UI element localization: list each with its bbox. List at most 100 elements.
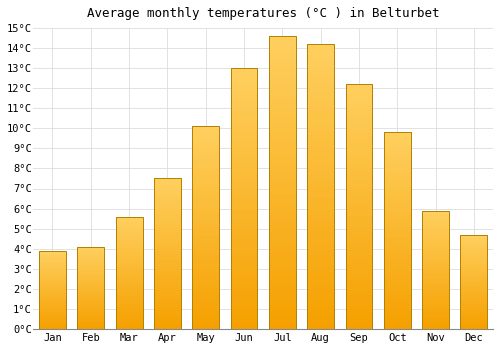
- Bar: [78, 319, 104, 321]
- Bar: [78, 294, 104, 296]
- Bar: [422, 289, 449, 291]
- Bar: [154, 269, 181, 272]
- Bar: [192, 131, 219, 134]
- Bar: [384, 243, 410, 246]
- Bar: [308, 260, 334, 266]
- Bar: [78, 248, 104, 250]
- Bar: [384, 262, 410, 266]
- Bar: [78, 321, 104, 322]
- Bar: [154, 257, 181, 260]
- Bar: [308, 306, 334, 312]
- Bar: [230, 292, 258, 298]
- Bar: [78, 247, 104, 248]
- Bar: [308, 95, 334, 101]
- Bar: [230, 230, 258, 235]
- Bar: [116, 257, 142, 259]
- Bar: [308, 147, 334, 152]
- Bar: [269, 323, 296, 329]
- Bar: [154, 320, 181, 323]
- Bar: [346, 153, 372, 158]
- Bar: [422, 310, 449, 312]
- Bar: [192, 134, 219, 139]
- Bar: [384, 278, 410, 282]
- Bar: [116, 311, 142, 313]
- Bar: [116, 318, 142, 320]
- Bar: [39, 315, 66, 316]
- Bar: [78, 281, 104, 283]
- Bar: [346, 202, 372, 206]
- Bar: [346, 241, 372, 246]
- Bar: [230, 225, 258, 230]
- Bar: [460, 320, 487, 321]
- Bar: [460, 280, 487, 282]
- Bar: [346, 290, 372, 295]
- Bar: [269, 89, 296, 95]
- Bar: [116, 223, 142, 225]
- Bar: [192, 150, 219, 155]
- Bar: [460, 299, 487, 301]
- Bar: [39, 327, 66, 329]
- Bar: [308, 61, 334, 67]
- Bar: [192, 301, 219, 304]
- Bar: [308, 255, 334, 260]
- Bar: [460, 278, 487, 280]
- Bar: [346, 309, 372, 314]
- Bar: [230, 251, 258, 256]
- Bar: [230, 298, 258, 303]
- Bar: [154, 224, 181, 226]
- Bar: [154, 314, 181, 317]
- Bar: [269, 206, 296, 212]
- Bar: [422, 211, 449, 213]
- Bar: [39, 287, 66, 288]
- Bar: [384, 144, 410, 148]
- Bar: [269, 159, 296, 165]
- Bar: [154, 278, 181, 281]
- Bar: [269, 106, 296, 112]
- Bar: [269, 130, 296, 136]
- Bar: [269, 77, 296, 83]
- Bar: [192, 325, 219, 329]
- Bar: [192, 207, 219, 211]
- Bar: [460, 253, 487, 256]
- Bar: [384, 317, 410, 321]
- Bar: [192, 147, 219, 150]
- Bar: [346, 256, 372, 260]
- Bar: [422, 317, 449, 320]
- Bar: [39, 263, 66, 265]
- Bar: [308, 266, 334, 272]
- Bar: [230, 214, 258, 219]
- Bar: [230, 287, 258, 292]
- Bar: [422, 286, 449, 289]
- Bar: [192, 321, 219, 325]
- Bar: [192, 126, 219, 131]
- Bar: [460, 306, 487, 308]
- Bar: [422, 301, 449, 303]
- Bar: [346, 197, 372, 202]
- Bar: [78, 314, 104, 316]
- Bar: [116, 277, 142, 279]
- Bar: [460, 297, 487, 299]
- Bar: [78, 273, 104, 275]
- Bar: [460, 289, 487, 291]
- Bar: [78, 271, 104, 273]
- Bar: [39, 298, 66, 299]
- Bar: [116, 286, 142, 288]
- Bar: [78, 263, 104, 265]
- Bar: [116, 298, 142, 300]
- Bar: [422, 293, 449, 296]
- Bar: [154, 199, 181, 203]
- Bar: [308, 152, 334, 158]
- Bar: [192, 139, 219, 142]
- Bar: [116, 271, 142, 273]
- Bar: [384, 286, 410, 289]
- Bar: [230, 115, 258, 120]
- Bar: [78, 265, 104, 266]
- Bar: [230, 303, 258, 308]
- Bar: [422, 251, 449, 253]
- Bar: [384, 164, 410, 168]
- Bar: [422, 308, 449, 310]
- Bar: [460, 276, 487, 278]
- Bar: [230, 105, 258, 110]
- Bar: [308, 169, 334, 175]
- Bar: [269, 253, 296, 259]
